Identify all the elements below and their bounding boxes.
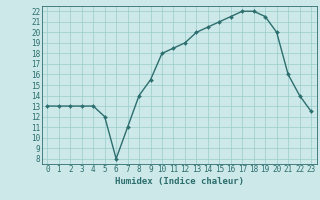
X-axis label: Humidex (Indice chaleur): Humidex (Indice chaleur) <box>115 177 244 186</box>
